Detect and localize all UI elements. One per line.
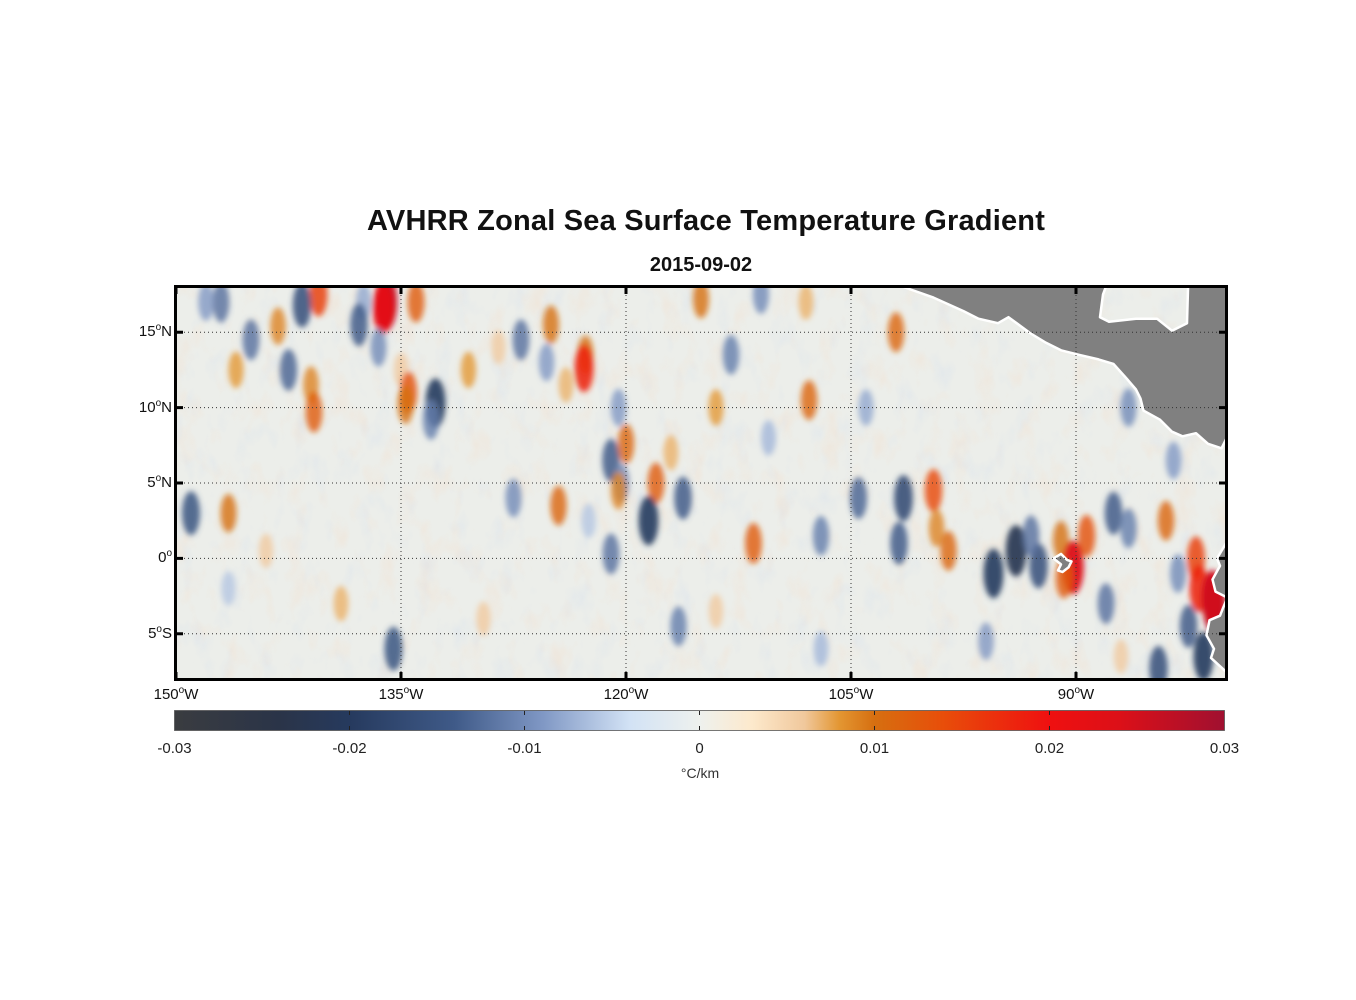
gradient-feature	[1193, 631, 1214, 679]
gradient-feature	[422, 399, 440, 440]
map-frame	[174, 285, 1228, 681]
lon-tick-label: 105oW	[828, 685, 874, 703]
colorbar-units: °C/km	[680, 765, 720, 781]
gradient-feature	[745, 522, 762, 564]
lon-tick-label: 150oW	[153, 685, 199, 703]
gradient-feature	[800, 380, 818, 420]
gradient-feature	[309, 287, 328, 317]
gradient-feature	[350, 303, 368, 347]
colorbar-tick-label: -0.03	[157, 740, 192, 757]
gradient-feature	[1022, 515, 1040, 557]
gradient-feature	[708, 594, 724, 629]
gradient-feature	[1104, 491, 1123, 535]
gradient-feature	[890, 521, 908, 565]
gradient-feature	[674, 476, 692, 520]
figure-date: 2015-09-02	[649, 254, 753, 276]
gradient-feature	[372, 287, 394, 334]
lon-tick-label: 120oW	[603, 685, 649, 703]
lat-tick-label: 15oN	[138, 322, 172, 341]
gradient-feature	[978, 622, 994, 661]
gradient-feature	[212, 287, 230, 323]
lat-tick-label: 5oS	[148, 623, 172, 642]
gradient-feature	[538, 343, 555, 382]
gradient-feature	[722, 334, 740, 375]
gradient-feature	[1165, 441, 1182, 480]
gradient-feature	[638, 496, 659, 546]
gradient-feature	[512, 319, 530, 361]
gradient-feature	[1157, 500, 1175, 541]
lat-tick-label: 5oN	[147, 473, 172, 491]
gradient-feature	[558, 367, 574, 403]
gradient-feature	[1097, 583, 1115, 624]
gradient-feature	[258, 533, 274, 568]
gradient-feature	[610, 388, 627, 427]
gradient-feature	[813, 631, 829, 667]
gradient-feature	[397, 385, 414, 424]
colorbar-tick-label: 0	[695, 740, 704, 757]
gradient-feature	[1179, 604, 1198, 648]
gradient-feature	[924, 469, 943, 512]
lon-tick-label: 90oW	[1057, 685, 1095, 703]
gradient-feature	[940, 530, 957, 571]
gradient-feature	[491, 330, 506, 365]
gradient-feature	[407, 287, 425, 323]
gradient-feature	[1113, 639, 1129, 674]
gradient-feature	[602, 533, 620, 575]
gradient-feature	[270, 307, 286, 345]
lat-tick-label: 10oN	[138, 397, 172, 416]
gradient-feature	[220, 493, 237, 533]
colorbar-tick-label: 0.02	[1034, 740, 1065, 757]
gradient-feature	[292, 287, 312, 328]
lat-tick-label: 0o	[158, 548, 172, 567]
gradient-feature	[849, 477, 868, 519]
gradient-feature	[198, 287, 214, 321]
figure-title: AVHRR Zonal Sea Surface Temperature Grad…	[366, 205, 1046, 237]
gradient-feature	[460, 351, 477, 389]
gradient-feature	[761, 420, 776, 456]
gradient-feature	[798, 287, 814, 320]
gradient-feature	[1120, 508, 1137, 549]
gradient-feature	[182, 491, 200, 536]
lon-tick-label: 135oW	[378, 685, 424, 703]
gradient-feature	[476, 601, 491, 636]
gradient-feature	[574, 344, 594, 392]
land-central-america	[902, 287, 1226, 450]
gradient-feature	[753, 287, 769, 314]
gradient-feature	[550, 485, 567, 526]
gradient-feature	[242, 319, 260, 361]
gradient-feature	[505, 478, 522, 518]
gradient-feature	[693, 287, 709, 319]
colorbar-tick-label: -0.02	[332, 740, 367, 757]
colorbar	[174, 710, 1225, 731]
gradient-feature	[279, 349, 298, 391]
gradient-feature	[305, 391, 323, 433]
gradient-feature	[858, 389, 874, 426]
colorbar-gradient	[174, 710, 1225, 731]
gradient-feature	[663, 435, 679, 471]
colorbar-tick-label: 0.03	[1209, 740, 1240, 757]
gradient-feature	[1170, 554, 1186, 593]
sst-gradient-map	[174, 285, 1228, 681]
gradient-feature	[543, 305, 559, 344]
land-south-america	[1205, 542, 1226, 674]
gradient-feature	[333, 585, 349, 622]
gradient-feature	[610, 471, 627, 510]
gradient-feature	[1149, 645, 1168, 679]
gradient-feature	[670, 606, 687, 647]
gradient-feature	[1077, 514, 1096, 557]
gradient-feature	[228, 351, 244, 389]
gradient-feature	[1005, 525, 1027, 577]
land-galapagos	[1052, 552, 1073, 574]
gradient-feature	[928, 509, 945, 547]
gradient-feature	[894, 475, 913, 522]
gradient-feature	[983, 548, 1004, 599]
gradient-feature	[581, 503, 596, 538]
gradient-feature	[370, 328, 387, 367]
gradient-feature	[384, 626, 403, 671]
colorbar-tick-label: 0.01	[859, 740, 890, 757]
colorbar-tick-label: -0.01	[507, 740, 542, 757]
gradient-feature	[221, 571, 236, 606]
gradient-feature	[812, 515, 830, 556]
